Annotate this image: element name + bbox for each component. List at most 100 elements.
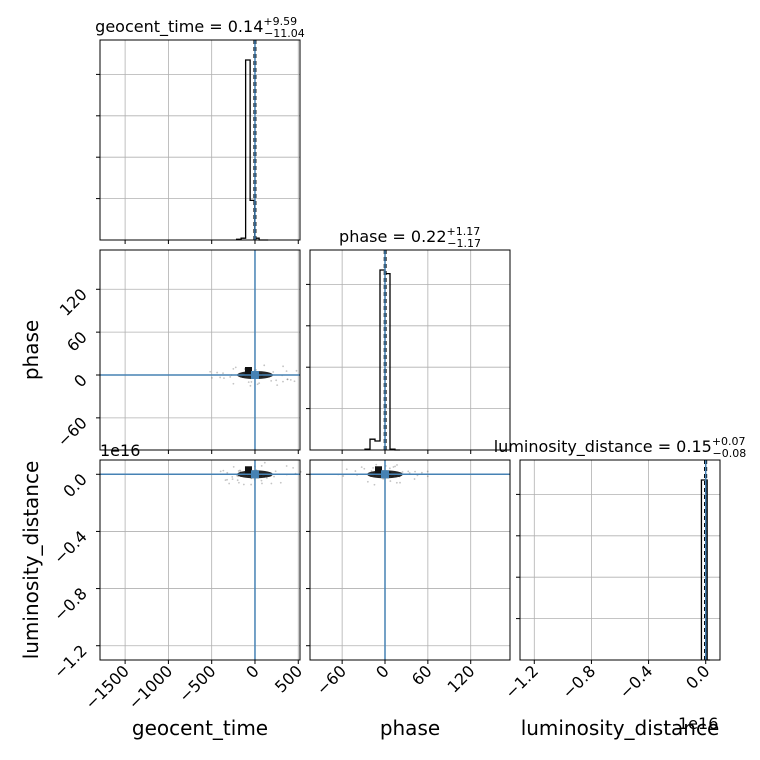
y-offset-text: 1e16 bbox=[100, 441, 140, 460]
scatter-point bbox=[279, 481, 282, 484]
scatter-panel-geocent_time-phase bbox=[100, 250, 300, 450]
y-axis-label-luminosity_distance: luminosity_distance bbox=[19, 461, 43, 660]
title-minus: −1.17 bbox=[447, 237, 481, 250]
scatter-point bbox=[392, 466, 395, 468]
x-tick-label: 0 bbox=[372, 661, 393, 682]
scatter-point bbox=[292, 466, 295, 469]
hist-panel-luminosity_distance: luminosity_distance = 0.15+0.07 −0.08 bbox=[494, 435, 746, 661]
scatter-point bbox=[345, 468, 348, 471]
scatter-point bbox=[394, 465, 396, 468]
scatter-point bbox=[232, 367, 235, 370]
scatter-point bbox=[231, 476, 234, 478]
scatter-point bbox=[209, 370, 212, 373]
scatter-point bbox=[256, 383, 259, 386]
scatter-point bbox=[247, 381, 250, 383]
scatter-point bbox=[223, 377, 225, 380]
scatter-point bbox=[372, 466, 375, 469]
y-tick-label: −60 bbox=[54, 413, 91, 450]
y-tick-label: 0 bbox=[70, 370, 91, 391]
y-tick-label: −0.8 bbox=[50, 584, 91, 625]
scatter-point bbox=[289, 378, 292, 381]
y-tick-label: −1.2 bbox=[50, 641, 91, 682]
x-tick-label: 500 bbox=[271, 661, 306, 696]
scatter-point bbox=[375, 463, 378, 466]
scatter-point bbox=[250, 381, 253, 383]
scatter-point bbox=[396, 464, 398, 466]
truth-marker bbox=[250, 371, 259, 379]
scatter-point bbox=[366, 480, 369, 483]
scatter-point bbox=[286, 378, 289, 381]
scatter-point bbox=[231, 478, 234, 481]
scatter-point bbox=[237, 481, 240, 484]
x-tick-label: −1500 bbox=[81, 661, 133, 713]
scatter-point bbox=[293, 380, 296, 383]
truth-marker bbox=[381, 470, 389, 479]
x-tick-label: −0.4 bbox=[615, 661, 656, 702]
scatter-point bbox=[295, 369, 298, 372]
scatter-point bbox=[224, 479, 227, 482]
x-tick-label: −60 bbox=[313, 661, 350, 698]
x-tick-label: −1000 bbox=[125, 661, 177, 713]
scatter-point bbox=[342, 475, 345, 477]
scatter-point bbox=[270, 379, 273, 382]
scatter-point bbox=[234, 366, 237, 369]
panel-title-geocent_time: geocent_time = 0.14+9.59 −11.04 bbox=[95, 15, 305, 40]
y-tick-label: 0.0 bbox=[59, 470, 90, 501]
scatter-point bbox=[274, 470, 277, 473]
scatter-point bbox=[219, 470, 222, 473]
density-peak bbox=[244, 367, 252, 375]
scatter-point bbox=[239, 470, 242, 473]
scatter-point bbox=[226, 478, 228, 481]
scatter-point bbox=[401, 471, 404, 473]
scatter-point bbox=[263, 461, 266, 464]
scatter-point bbox=[282, 365, 284, 368]
title-plus: +1.17 bbox=[447, 225, 481, 238]
x-axis-label-phase: phase bbox=[380, 716, 440, 740]
title-main: geocent_time = 0.14 bbox=[95, 17, 263, 37]
x-tick-label: 120 bbox=[444, 661, 479, 696]
y-axis-label-phase: phase bbox=[19, 320, 43, 380]
scatter-frame bbox=[309, 459, 511, 661]
scatter-point bbox=[413, 478, 416, 480]
scatter-point bbox=[395, 481, 398, 484]
scatter-point bbox=[285, 465, 288, 467]
scatter-point bbox=[275, 379, 278, 382]
scatter-point bbox=[270, 482, 273, 485]
scatter-point bbox=[260, 465, 263, 467]
title-plus: +9.59 bbox=[263, 15, 297, 28]
scatter-point bbox=[250, 483, 253, 486]
hist-frame-geocent_time bbox=[99, 39, 301, 241]
scatter-point bbox=[273, 475, 275, 478]
hist-panel-geocent_time: geocent_time = 0.14+9.59 −11.04 bbox=[95, 15, 305, 241]
scatter-point bbox=[408, 472, 411, 474]
scatter-point bbox=[373, 483, 376, 486]
x-tick-label: −1.2 bbox=[501, 661, 542, 702]
scatter-frame bbox=[99, 459, 301, 661]
scatter-point bbox=[272, 371, 275, 373]
x-tick-label: 60 bbox=[408, 661, 436, 689]
scatter-point bbox=[266, 477, 268, 479]
scatter-point bbox=[242, 483, 245, 486]
density-peak bbox=[375, 466, 382, 475]
scatter-point bbox=[285, 370, 288, 372]
histogram-phase bbox=[364, 269, 400, 451]
scatter-point bbox=[382, 478, 385, 480]
y-tick-label: 60 bbox=[63, 328, 91, 356]
scatter-point bbox=[354, 470, 357, 472]
x-tick-label: −0.8 bbox=[558, 661, 599, 702]
scatter-panel-phase-luminosity_distance bbox=[310, 460, 510, 660]
scatter-frame bbox=[99, 249, 301, 451]
scatter-point bbox=[388, 467, 391, 470]
hist-panel-phase: phase = 0.22+1.17 −1.17 bbox=[306, 225, 510, 451]
scatter-point bbox=[258, 382, 261, 385]
scatter-point bbox=[237, 470, 240, 472]
scatter-point bbox=[414, 470, 416, 473]
density-peak bbox=[244, 466, 252, 475]
scatter-point bbox=[399, 481, 401, 484]
scatter-point bbox=[282, 380, 284, 383]
panel-title-phase: phase = 0.22+1.17 −1.17 bbox=[339, 225, 481, 250]
scatter-point bbox=[389, 480, 392, 482]
scatter-point bbox=[239, 469, 241, 472]
x-tick-label: 0.0 bbox=[682, 661, 713, 692]
scatter-point bbox=[228, 482, 231, 485]
